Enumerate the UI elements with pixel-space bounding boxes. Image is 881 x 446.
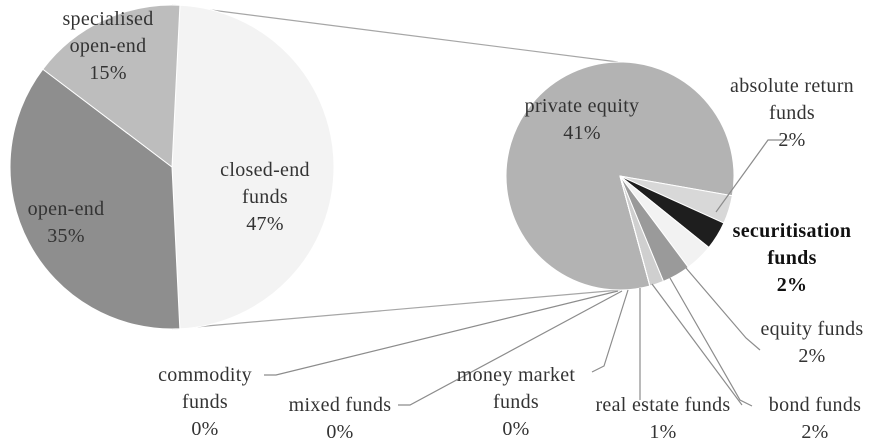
leader-line [715, 139, 790, 213]
pie-slice [42, 4, 181, 168]
category-name: private equity [524, 95, 640, 117]
value-label: 0% [502, 418, 530, 440]
category-name: mixed funds [288, 394, 392, 416]
slice-label: open-end 35% [11, 196, 121, 250]
leader-line [591, 289, 629, 373]
leader-line [651, 283, 743, 406]
category-name: specialised open-end [62, 8, 154, 57]
value-label: 47% [246, 213, 284, 235]
leader-line [685, 267, 761, 351]
leader-line [398, 290, 623, 406]
connectors [171, 4, 621, 330]
connector-line [171, 4, 619, 63]
slice-label: securitisation funds 2% [717, 218, 867, 299]
category-name: commodity funds [158, 364, 252, 413]
leader-line [669, 277, 753, 407]
category-name: money market funds [456, 364, 576, 413]
slice-label: equity funds 2% [742, 316, 881, 370]
category-name: closed-end funds [220, 159, 310, 208]
leader-lines [264, 139, 790, 407]
slice-label: private equity 41% [492, 93, 672, 147]
slice-label: absolute return funds 2% [707, 73, 877, 154]
slice-label: bond funds 2% [750, 392, 880, 446]
slice-label: specialised open-end 15% [53, 6, 163, 87]
category-name: bond funds [768, 394, 862, 416]
connector-line [171, 289, 621, 330]
pie-slice [9, 68, 181, 330]
slice-label: closed-end funds 47% [200, 157, 330, 238]
pie-slice [619, 175, 665, 287]
value-label: 15% [89, 62, 127, 84]
pies [9, 4, 735, 330]
leader-line [264, 290, 619, 376]
category-name: absolute return funds [730, 75, 854, 124]
category-name: real estate funds [595, 394, 731, 416]
value-label: 2% [801, 421, 829, 443]
category-name: securitisation funds [732, 220, 852, 269]
slice-label: commodity funds 0% [145, 362, 265, 443]
slice-label: money market funds 0% [436, 362, 596, 443]
value-label: 1% [649, 421, 677, 443]
slice-label: mixed funds 0% [275, 392, 405, 446]
value-label: 2% [776, 274, 808, 296]
value-label: 41% [563, 122, 601, 144]
value-label: 35% [47, 225, 85, 247]
value-label: 0% [326, 421, 354, 443]
value-label: 2% [778, 129, 806, 151]
category-name: open-end [27, 198, 105, 220]
pie-slice [171, 4, 335, 330]
value-label: 0% [191, 418, 219, 440]
value-label: 2% [798, 345, 826, 367]
slice-label: real estate funds 1% [578, 392, 748, 446]
category-name: equity funds [760, 318, 864, 340]
